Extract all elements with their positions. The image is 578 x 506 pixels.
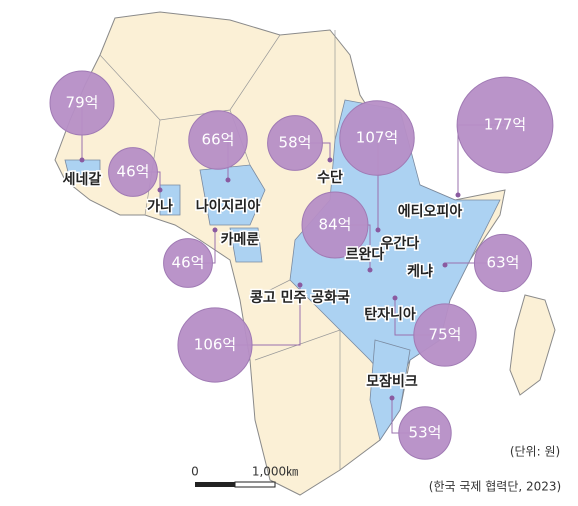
- anchor-dot: [442, 262, 448, 268]
- anchor-dot: [392, 295, 398, 301]
- country-name: 르완다: [346, 247, 385, 263]
- source: (한국 국제 협력단, 2023): [429, 480, 561, 494]
- bubble: [473, 233, 533, 293]
- country-name: 모잠비크: [366, 373, 418, 390]
- value-label: 107억: [356, 129, 398, 147]
- country-name: 나이지리아: [196, 198, 261, 215]
- country-name: 에티오피아: [398, 203, 463, 220]
- bubble: [177, 307, 253, 383]
- scale-bar-segment: [234, 481, 276, 488]
- country-name: 우간다: [381, 235, 420, 252]
- anchor-dot: [455, 192, 461, 198]
- value-label: 84억: [319, 216, 352, 234]
- anchor-dot: [375, 227, 381, 233]
- value-label: 75억: [429, 326, 462, 344]
- anchor-dot: [297, 282, 303, 288]
- country-name: 카메룬: [221, 232, 260, 248]
- country-name: 탄자니아: [364, 306, 416, 323]
- value-label: 177억: [484, 116, 526, 134]
- scale-bar-segment: [195, 482, 235, 487]
- value-label: 79억: [66, 94, 99, 112]
- unit-note: (단위: 원): [510, 445, 560, 459]
- anchor-dot: [389, 395, 395, 401]
- country-name: 콩고 민주 공화국: [250, 289, 350, 306]
- bubble: [456, 76, 554, 174]
- bubble: [339, 100, 415, 176]
- country-name: 수단: [317, 169, 343, 186]
- bubble: [163, 238, 213, 288]
- bubble: [108, 147, 158, 197]
- bubble: [413, 303, 477, 367]
- anchor-dot: [367, 267, 373, 273]
- value-label: 63억: [487, 254, 520, 272]
- anchor-dot: [327, 157, 333, 163]
- anchor-dot: [157, 187, 163, 193]
- madagascar: [509, 294, 556, 396]
- anchor-dot: [225, 177, 231, 183]
- bubble: [49, 70, 115, 136]
- value-label: 53억: [409, 424, 442, 442]
- country-name: 가나: [147, 199, 173, 215]
- anchor-dot: [212, 227, 218, 233]
- value-label: 58억: [279, 134, 312, 152]
- bubble: [188, 110, 248, 170]
- country-name: 세네갈: [63, 172, 102, 188]
- value-label: 106억: [194, 336, 236, 354]
- value-label: 46억: [172, 254, 205, 272]
- value-label: 46억: [117, 163, 150, 181]
- bubble: [267, 115, 323, 171]
- value-label: 66억: [202, 131, 235, 149]
- scale-start: 0: [191, 465, 199, 479]
- bubble: [301, 191, 369, 259]
- bubble: [398, 406, 452, 460]
- anchor-dot: [79, 157, 85, 163]
- scale-bar: 0 1,000㎞: [191, 465, 298, 488]
- scale-end: 1,000㎞: [252, 465, 298, 479]
- highlighted-countries: [64, 99, 501, 441]
- country-name: 케냐: [407, 264, 433, 280]
